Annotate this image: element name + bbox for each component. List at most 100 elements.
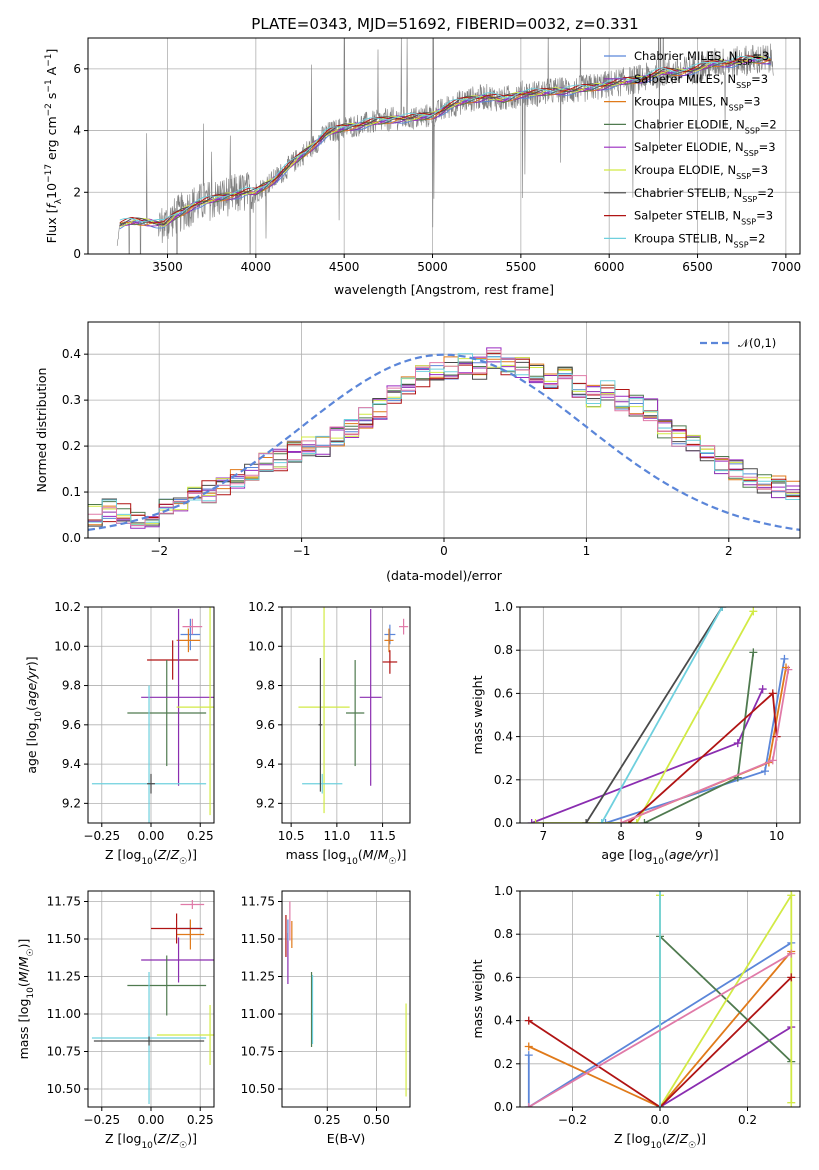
y-axis-label: Normed distribution [34, 368, 49, 493]
series-salpeter-stelib [624, 689, 781, 823]
errorbar-kroupa-miles [384, 628, 394, 653]
plot-area [91, 900, 214, 1104]
x-tick-label: −0.2 [558, 1113, 587, 1127]
errorbar-salpeter-stelib [147, 640, 199, 680]
data-marker [617, 819, 626, 823]
plot-area [116, 38, 774, 254]
x-tick-label: 0.0 [650, 1113, 669, 1127]
series-line [659, 1026, 792, 1107]
errorbar-extra-pink [182, 618, 203, 635]
x-tick-label: 11.5 [369, 829, 396, 843]
normal-curve [88, 353, 800, 531]
y-tick-label: 0.2 [62, 439, 81, 453]
y-tick-label: 11.00 [47, 1007, 81, 1021]
y-tick-label: 0.3 [62, 393, 81, 407]
legend-entry: 𝒩(0,1) [738, 336, 776, 350]
errorbar-salpeter-miles [141, 937, 214, 983]
x-tick-label: 5000 [417, 260, 448, 274]
series-salpeter-miles [656, 1023, 796, 1107]
errorbar-kroupa-stelib [302, 773, 343, 794]
series-kroupa-stelib [656, 891, 664, 1107]
y-axis-label: mass [log10(M/M☉)] [16, 939, 36, 1060]
data-marker [524, 1042, 533, 1051]
legend: Chabrier MILES, NSSP=3 Salpeter MILES, NS… [604, 49, 777, 249]
legend-entry: Chabrier MILES, NSSP=3 [634, 49, 769, 67]
data-marker [597, 819, 606, 823]
y-tick-label: 0.8 [494, 927, 513, 941]
y-tick-label: 0.0 [62, 531, 81, 545]
data-marker [768, 756, 777, 765]
axes-frame [519, 606, 801, 824]
series-extra-pink [524, 949, 796, 1107]
data-marker [787, 949, 796, 958]
y-tick-label: 10.0 [248, 639, 275, 653]
y-tick-label: 9.6 [62, 718, 81, 732]
series-salpeter-miles [527, 685, 767, 823]
data-marker [758, 685, 767, 694]
y-tick-label: 2 [73, 185, 81, 199]
series-line [528, 952, 792, 1107]
data-marker [749, 648, 758, 657]
y-tick-label: 9.4 [62, 757, 81, 771]
y-tick-label: 10.50 [241, 1082, 275, 1096]
data-marker [656, 891, 664, 895]
y-tick-label: 11.75 [241, 895, 275, 909]
x-tick-label: 7000 [771, 260, 802, 274]
legend-entry: Salpeter ELODIE, NSSP=3 [634, 140, 776, 158]
x-tick-label: 0.25 [187, 829, 214, 843]
x-axis-label: Z [log10(Z/Z☉)] [105, 847, 197, 867]
plot-area [88, 347, 800, 538]
x-tick-label: −2 [150, 544, 168, 558]
data-marker [749, 607, 758, 616]
series-line [659, 935, 792, 1063]
x-axis-label: wavelength [Angstrom, rest frame] [334, 282, 554, 297]
series-chabrier-miles [601, 654, 789, 823]
y-tick-label: 11.50 [47, 932, 81, 946]
errorbar-salpeter-miles [359, 608, 382, 786]
series-line [600, 607, 723, 823]
panel-age-vs-Z: −0.25 0.00 0.25 9.2 9.4 9.6 9.8 10.0 10.2 age [lo… [24, 600, 215, 867]
x-tick-label: 0.2 [738, 1113, 757, 1127]
plot-area [524, 891, 796, 1107]
x-axis-label: E(B-V) [327, 1131, 366, 1146]
y-tick-label: 10.2 [248, 600, 275, 614]
model-line-salpeter-miles [119, 59, 771, 227]
legend-entry: Salpeter STELIB, NSSP=3 [634, 209, 773, 227]
y-axis-label: age [log10(age/yr)] [24, 656, 44, 773]
errorbar-chabrier-elodie [346, 660, 365, 767]
errorbar-chabrier-stelib [147, 773, 155, 794]
y-tick-label: 1.0 [494, 884, 513, 898]
axes-frame [281, 606, 411, 824]
x-tick-label: 3500 [152, 260, 183, 274]
x-tick-label: 11.0 [323, 829, 350, 843]
panel-mass-vs-EBV: 0.25 0.50 10.50 10.75 11.00 11.25 11.50 11.75 E(… [241, 890, 411, 1146]
x-tick-label: 2 [725, 544, 733, 558]
x-tick-label: 0.00 [138, 1113, 165, 1127]
errorbar-kroupa-elodie [156, 1005, 214, 1065]
x-tick-label: 7 [540, 829, 548, 843]
data-marker [640, 819, 649, 823]
y-axis-label: mass weight [470, 675, 485, 754]
y-tick-label: 6 [73, 62, 81, 76]
y-tick-label: 11.25 [241, 970, 275, 984]
y-tick-label: 1.0 [494, 600, 513, 614]
panel-spectrum: 3500 4000 4500 5000 5500 6000 6500 7000 0 2 4 6 Flux… [44, 37, 802, 297]
x-axis-label: (data-model)/error [386, 568, 503, 583]
series-line [528, 976, 792, 1107]
y-tick-label: 9.8 [256, 679, 275, 693]
x-tick-label: 4000 [241, 260, 272, 274]
panel-age-vs-mass: 10.5 11.0 11.5 9.2 9.4 9.6 9.8 10.0 10.2 mass [lo… [248, 600, 411, 867]
y-tick-label: 0.1 [62, 485, 81, 499]
data-marker [531, 819, 540, 823]
panel-massweight-vs-age: 7 8 9 10 0.0 0.2 0.4 0.6 0.8 1.0 mass weight age [l… [470, 600, 801, 867]
spectrum-data-line [116, 38, 774, 254]
data-marker [582, 819, 591, 823]
errorbar-chabrier-miles [180, 618, 201, 651]
x-tick-label: 6500 [682, 260, 713, 274]
y-tick-label: 0.6 [494, 686, 513, 700]
errorbar-chabrier-elodie [127, 660, 207, 767]
x-tick-label: 0.50 [363, 1113, 390, 1127]
x-axis-label: Z [log10(Z/Z☉)] [105, 1131, 197, 1151]
errorbar-salpeter-stelib [382, 650, 398, 674]
y-axis-label: Flux [fλ10−17 erg cm−2 s−1 A−1] [44, 49, 64, 244]
